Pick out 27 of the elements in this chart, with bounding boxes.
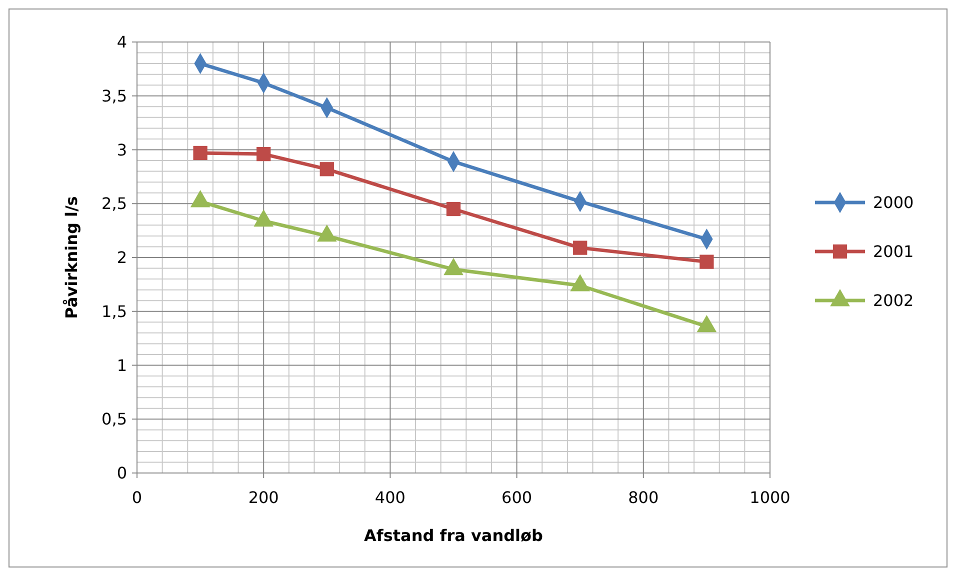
y-tick-label: 1,5 — [102, 302, 127, 321]
legend-label: 2002 — [873, 291, 914, 310]
y-tick-label: 0,5 — [102, 410, 127, 429]
y-axis-title: Påvirkning l/s — [62, 196, 81, 319]
point — [573, 240, 588, 255]
y-tick-label: 0 — [116, 464, 127, 483]
point — [700, 254, 714, 269]
x-tick-label: 0 — [132, 488, 142, 507]
legend-label: 2000 — [873, 193, 914, 212]
x-tick-label: 200 — [248, 488, 279, 507]
point — [193, 146, 208, 160]
y-tick-label: 3,5 — [102, 86, 127, 106]
y-tick-label: 2 — [116, 248, 127, 268]
x-axis-title: Afstand fra vandløb — [364, 526, 543, 545]
y-tick-label: 1 — [116, 356, 127, 375]
legend-label: 2001 — [873, 242, 914, 262]
point — [446, 202, 461, 216]
x-tick-label: 800 — [628, 488, 659, 507]
x-tick-label: 600 — [502, 488, 532, 507]
y-tick-label: 2,5 — [102, 194, 127, 214]
point — [696, 315, 717, 332]
y-tick-label: 4 — [116, 32, 127, 52]
point — [256, 146, 271, 162]
y-tick-label: 3 — [116, 140, 127, 160]
x-tick-label: 1000 — [750, 488, 790, 507]
point — [320, 162, 334, 176]
x-tick-label: 400 — [374, 488, 406, 507]
